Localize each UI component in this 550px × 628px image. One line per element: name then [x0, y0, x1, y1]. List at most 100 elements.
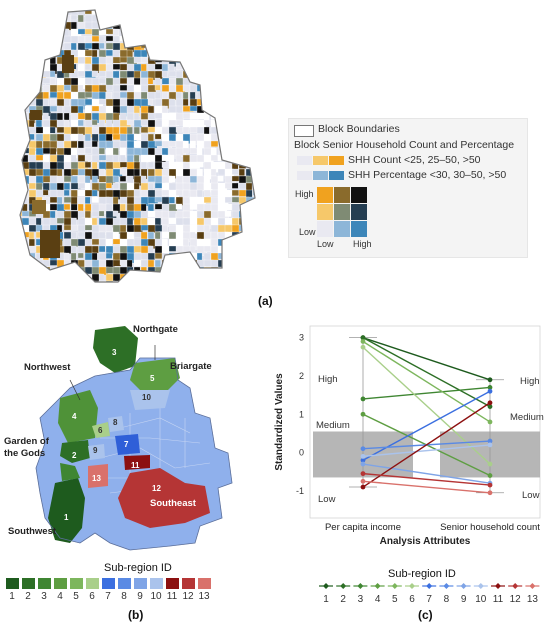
series-line-2 — [362, 337, 491, 408]
legend-b-swatch-8 — [118, 578, 131, 589]
label-northwest: Northwest — [24, 362, 71, 373]
block-boundary-swatch — [294, 125, 314, 137]
legend-b-swatch-1 — [6, 578, 19, 589]
series-point-2-0 — [360, 335, 366, 341]
series-point-5-1 — [487, 419, 493, 425]
legend-c-id-1: 1 — [323, 594, 329, 605]
legend-b-swatch-3 — [38, 578, 51, 589]
subregion-8 — [108, 416, 124, 432]
legend-c-title: Sub-region ID — [388, 568, 456, 580]
legend-c-marker-8 — [443, 583, 450, 589]
bivariate-cell-1-2 — [351, 204, 367, 220]
series-point-7-0 — [360, 457, 366, 463]
count-swatch-3 — [329, 156, 344, 165]
bivariate-cell-0-2 — [351, 187, 367, 203]
subregion-3 — [93, 326, 138, 373]
map-num-6: 6 — [98, 426, 103, 435]
series-point-5-0 — [360, 339, 366, 344]
label-low-left: Low — [318, 494, 336, 505]
pct-label: SHH Percentage <30, 30–50, >50 — [348, 169, 507, 181]
series-point-8-1 — [487, 438, 493, 444]
legend-b-swatch-12 — [182, 578, 195, 589]
label-briargate: Briargate — [170, 361, 212, 372]
legend-c-id-4: 4 — [375, 594, 381, 605]
series-point-11-1 — [487, 400, 493, 406]
subregion-12 — [118, 468, 210, 528]
series-line-11 — [362, 402, 491, 488]
x-tick-per-capita-income: Per capita income — [325, 522, 401, 533]
legend-b-swatch-4 — [54, 578, 67, 589]
map-num-7: 7 — [124, 440, 129, 449]
legend-c-marker-11 — [495, 583, 501, 589]
bivariate-high-label: High — [295, 189, 314, 199]
legend-b-swatch-2 — [22, 578, 35, 589]
legend-c-id-2: 2 — [340, 594, 346, 605]
series-line-9 — [362, 463, 491, 484]
series-line-13 — [362, 480, 491, 494]
map-a-legend: Block Boundaries Block Senior Household … — [288, 118, 528, 258]
legend-b-id-2: 2 — [25, 591, 31, 602]
legend-b-swatch-9 — [134, 578, 147, 589]
bivariate-cell-1-0 — [317, 204, 333, 220]
legend-b-id-4: 4 — [57, 591, 63, 602]
label-high-right: High — [520, 376, 540, 387]
legend-c-marker-7 — [426, 583, 433, 589]
label-northgate: Northgate — [133, 324, 178, 335]
legend-c-id-6: 6 — [409, 594, 415, 605]
x-axis-label: Analysis Attributes — [380, 536, 471, 547]
y-tick-0: 0 — [299, 448, 304, 458]
legend-c-id-13: 13 — [527, 594, 539, 605]
bivariate-cell-2-0 — [317, 221, 333, 237]
legend-b-swatch-6 — [86, 578, 99, 589]
series-point-7-1 — [487, 388, 493, 394]
series-point-4-0 — [360, 411, 366, 417]
subregion-1 — [48, 478, 85, 543]
legend-c-marker-4 — [374, 583, 381, 589]
label-medium-left: Medium — [316, 420, 350, 431]
legend-b-id-9: 9 — [137, 591, 143, 602]
legend-b-id-12: 12 — [182, 591, 194, 602]
pct-swatch-1 — [297, 171, 312, 180]
legend-b-swatch-5 — [70, 578, 83, 589]
panel-b-label: (b) — [128, 608, 144, 622]
label-garden-1: Garden of — [4, 436, 49, 447]
series-line-7 — [362, 390, 491, 461]
map-num-4: 4 — [72, 412, 77, 421]
pct-swatch-2 — [313, 171, 328, 180]
legend-b-id-1: 1 — [9, 591, 15, 602]
bivariate-cell-2-2 — [351, 221, 367, 237]
subregion-6 — [92, 422, 110, 438]
series-line-12 — [362, 472, 491, 486]
label-medium-right: Medium — [510, 412, 544, 423]
series-point-6-0 — [360, 344, 366, 350]
series-line-5 — [362, 340, 491, 423]
series-line-6 — [362, 346, 491, 465]
legend-b-swatch-7 — [102, 578, 115, 589]
city-boundary — [19, 9, 256, 283]
map-num-3: 3 — [112, 348, 117, 357]
legend-b-id-6: 6 — [89, 591, 95, 602]
map-b — [35, 326, 233, 551]
series-point-13-1 — [487, 490, 493, 496]
subregion-9 — [88, 444, 105, 460]
legend-b-swatch-13 — [198, 578, 211, 589]
map-num-13: 13 — [92, 474, 101, 483]
bivariate-cell-1-1 — [334, 204, 350, 220]
label-garden-2: the Gods — [4, 448, 46, 459]
series-point-2-1 — [487, 404, 493, 409]
map-num-5: 5 — [150, 374, 155, 383]
series-line-10 — [362, 444, 491, 458]
legend-b-id-10: 10 — [150, 591, 162, 602]
subregion-4 — [58, 390, 98, 443]
legend-c-marker-10 — [477, 583, 484, 589]
legend-c-marker-5 — [391, 583, 398, 589]
series-point-13-0 — [360, 478, 366, 484]
bivariate-x-high: High — [353, 239, 372, 249]
legend-c-marker-13 — [529, 583, 536, 589]
legend-b-title: Sub-region ID — [104, 562, 172, 574]
series-point-9-0 — [360, 461, 366, 467]
map-num-9: 9 — [93, 446, 98, 455]
subregion-7 — [115, 434, 140, 455]
legend-b-swatch-10 — [150, 578, 163, 589]
map-num-2: 2 — [72, 451, 77, 460]
